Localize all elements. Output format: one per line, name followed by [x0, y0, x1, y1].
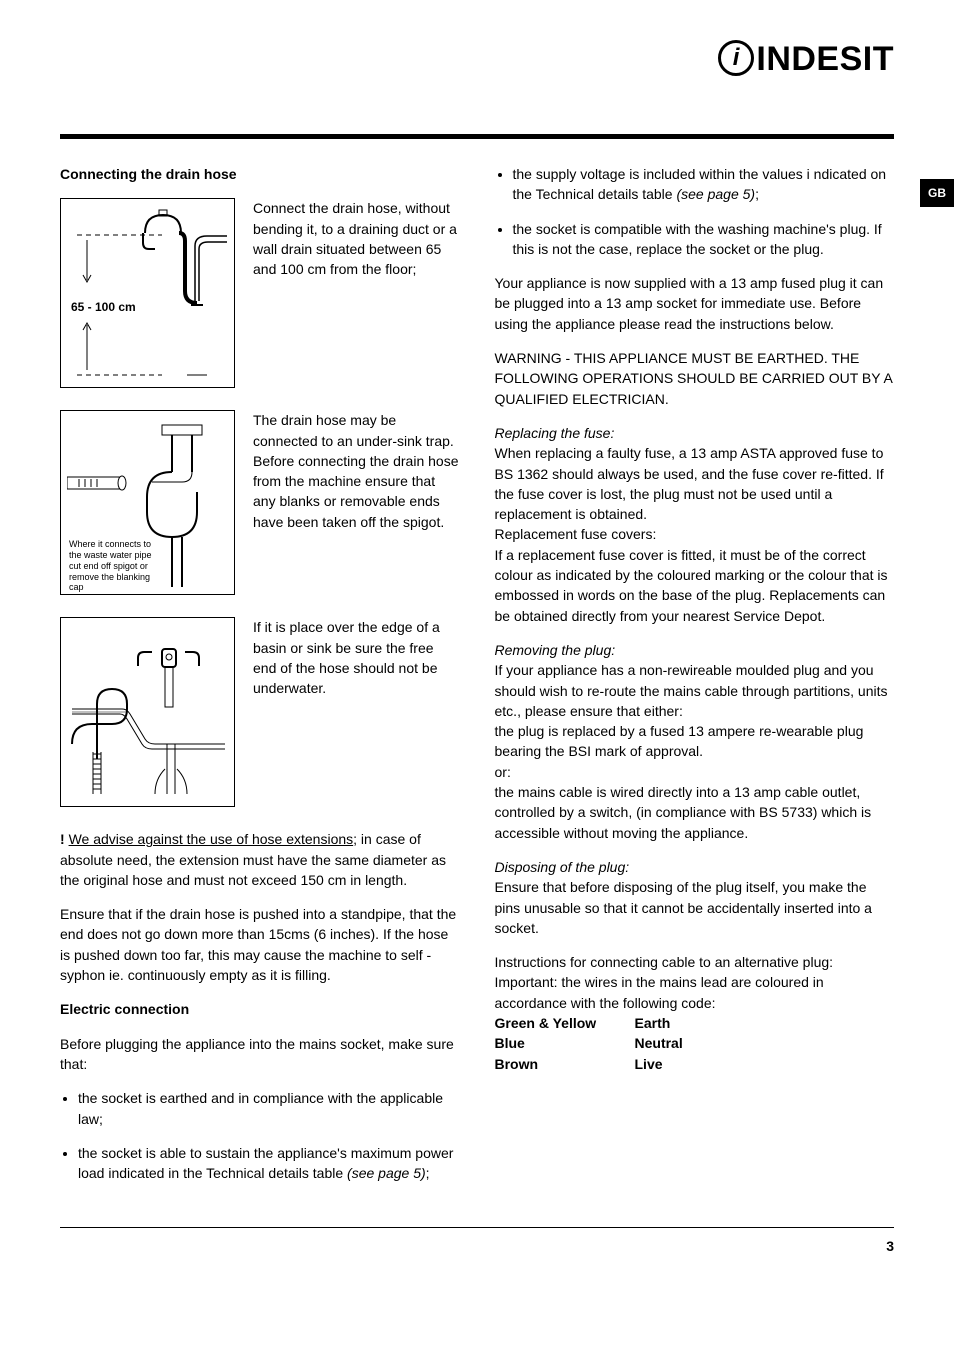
fig2-caption: Where it connects to the waste water pip…: [69, 539, 164, 593]
page-ref: (see page 5): [347, 1165, 426, 1181]
earth-warning: WARNING - THIS APPLIANCE MUST BE EARTHED…: [495, 348, 895, 409]
region-tab: GB: [920, 179, 954, 207]
wire-colour: Brown: [495, 1054, 635, 1074]
figure-row-2: Where it connects to the waste water pip…: [60, 410, 460, 595]
wire-colour: Green & Yellow: [495, 1013, 635, 1033]
remove-heading: Removing the plug:: [495, 640, 895, 660]
list-item: the supply voltage is included within th…: [513, 164, 895, 205]
instr-para2: Important: the wires in the mains lead a…: [495, 972, 895, 1013]
warn-underline: We advise against the use of hose extens…: [69, 831, 354, 847]
wire-func: Neutral: [635, 1033, 895, 1053]
page-number: 3: [60, 1238, 894, 1254]
electric-heading: Electric connection: [60, 999, 460, 1019]
header-rule: [60, 134, 894, 139]
standpipe-warning: Ensure that if the drain hose is pushed …: [60, 904, 460, 985]
list-item: the socket is able to sustain the applia…: [78, 1143, 460, 1184]
fig1-measure: 65 - 100 cm: [71, 299, 136, 316]
dispose-heading: Disposing of the plug:: [495, 857, 895, 877]
logo-icon: i: [718, 40, 754, 76]
drain-hose-heading: Connecting the drain hose: [60, 164, 460, 184]
fuse-heading: Replacing the fuse:: [495, 423, 895, 443]
semicolon: ;: [755, 186, 759, 202]
wire-func: Earth: [635, 1013, 895, 1033]
right-column: the supply voltage is included within th…: [495, 164, 895, 1197]
fig2-text: The drain hose may be connected to an un…: [253, 410, 460, 532]
wire-func: Live: [635, 1054, 895, 1074]
cover-heading: Replacement fuse covers:: [495, 524, 895, 544]
wire-colour-table: Green & Yellow Earth Blue Neutral Brown …: [495, 1013, 895, 1074]
fig3-text: If it is place over the edge of a basin …: [253, 617, 460, 698]
page-ref: (see page 5): [676, 186, 755, 202]
dispose-para: Ensure that before disposing of the plug…: [495, 877, 895, 938]
electric-intro: Before plugging the appliance into the m…: [60, 1034, 460, 1075]
semicolon: ;: [426, 1165, 430, 1181]
remove-para3: the mains cable is wired directly into a…: [495, 782, 895, 843]
brand-logo: iINDESIT: [60, 40, 894, 79]
figure-3: [60, 617, 235, 807]
warn-icon: !: [60, 831, 65, 847]
remove-para2: the plug is replaced by a fused 13 amper…: [495, 721, 895, 762]
left-column: Connecting the drain hose: [60, 164, 460, 1197]
or-para: or:: [495, 762, 895, 782]
hose-warning: ! We advise against the use of hose exte…: [60, 829, 460, 890]
remove-para1: If your appliance has a non-rewireable m…: [495, 660, 895, 721]
electric-bullets-left: the socket is earthed and in compliance …: [60, 1088, 460, 1183]
instr-para1: Instructions for connecting cable to an …: [495, 952, 895, 972]
fig1-text: Connect the drain hose, without bending …: [253, 198, 460, 279]
list-item: the socket is compatible with the washin…: [513, 219, 895, 260]
wire-colour: Blue: [495, 1033, 635, 1053]
brand-name: INDESIT: [756, 40, 894, 78]
figure-1: 65 - 100 cm: [60, 198, 235, 388]
footer-rule: [60, 1227, 894, 1228]
figure-row-3: If it is place over the edge of a basin …: [60, 617, 460, 807]
figure-row-1: 65 - 100 cm Connect the drain hose, with…: [60, 198, 460, 388]
fused-plug-para: Your appliance is now supplied with a 13…: [495, 273, 895, 334]
figure-2: Where it connects to the waste water pip…: [60, 410, 235, 595]
cover-para: If a replacement fuse cover is fitted, i…: [495, 545, 895, 626]
electric-bullets-right: the supply voltage is included within th…: [495, 164, 895, 259]
fuse-para: When replacing a faulty fuse, a 13 amp A…: [495, 443, 895, 524]
list-item: the socket is earthed and in compliance …: [78, 1088, 460, 1129]
